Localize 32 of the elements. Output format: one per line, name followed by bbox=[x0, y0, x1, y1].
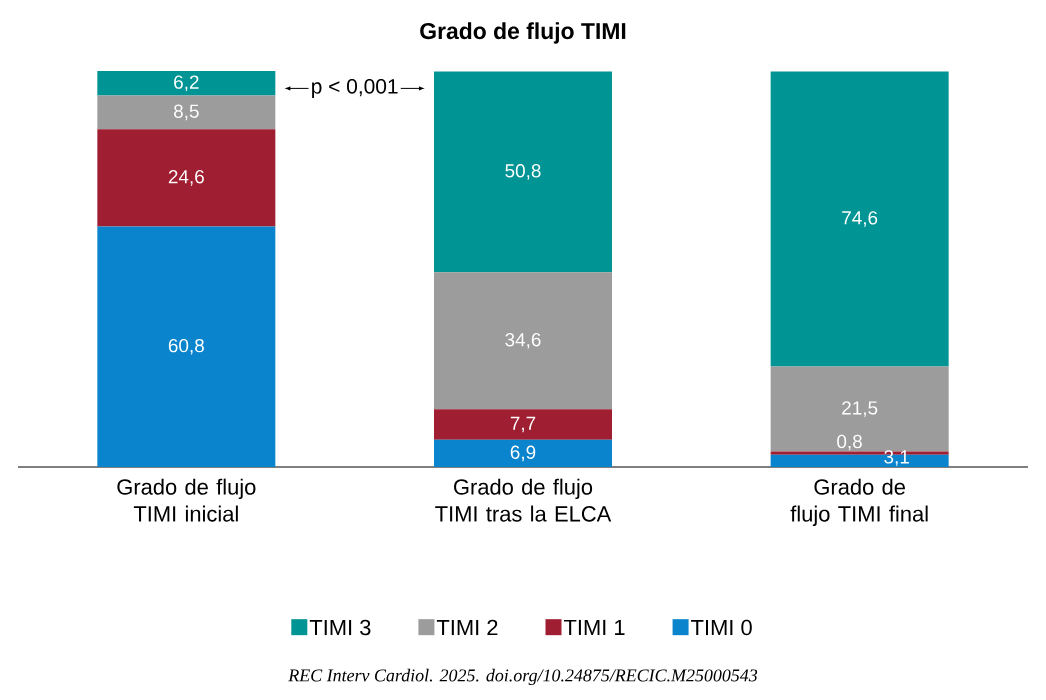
bar bbox=[97, 95, 276, 130]
bar bbox=[433, 439, 612, 467]
annotation: p < 0,001 bbox=[312, 78, 398, 98]
bar bbox=[770, 71, 949, 367]
chart-title: Grado de flujo TIMI bbox=[420, 22, 626, 44]
x-tick-label: Grado de flujo TIMI final bbox=[790, 478, 928, 526]
data-label: 0,8 bbox=[837, 434, 862, 451]
bar bbox=[433, 409, 612, 440]
x-tick-label: Grado de flujo TIMI tras la ELCA bbox=[435, 478, 612, 522]
legend-label: TIMI 0 bbox=[691, 619, 752, 636]
data-label: 21,5 bbox=[842, 401, 878, 417]
legend-label: TIMI 1 bbox=[563, 619, 625, 635]
x-tick-label: Grado de flujo TIMI inicial bbox=[117, 478, 256, 522]
data-label: 7,7 bbox=[510, 416, 536, 433]
data-label: 74,6 bbox=[842, 211, 878, 227]
data-label: 8,5 bbox=[174, 104, 199, 121]
data-label: 24,6 bbox=[168, 169, 204, 186]
bar bbox=[433, 272, 612, 410]
data-label: 60,8 bbox=[168, 338, 204, 355]
legend-label: TIMI 2 bbox=[436, 619, 498, 636]
bar bbox=[433, 71, 612, 273]
bar bbox=[770, 366, 949, 452]
text: REC Interv Cardiol. 2025. doi.org/10.24875/RECIC.M25000543 bbox=[288, 668, 758, 686]
data-label: 6,2 bbox=[174, 75, 199, 92]
data-label: 50,8 bbox=[505, 164, 541, 180]
bar bbox=[97, 226, 276, 467]
data-label: 34,6 bbox=[505, 332, 541, 349]
data-label: 3,1 bbox=[884, 450, 909, 466]
bar bbox=[97, 71, 276, 96]
bar bbox=[97, 129, 276, 227]
legend-label: TIMI 3 bbox=[309, 619, 371, 636]
data-label: 6,9 bbox=[510, 445, 536, 462]
